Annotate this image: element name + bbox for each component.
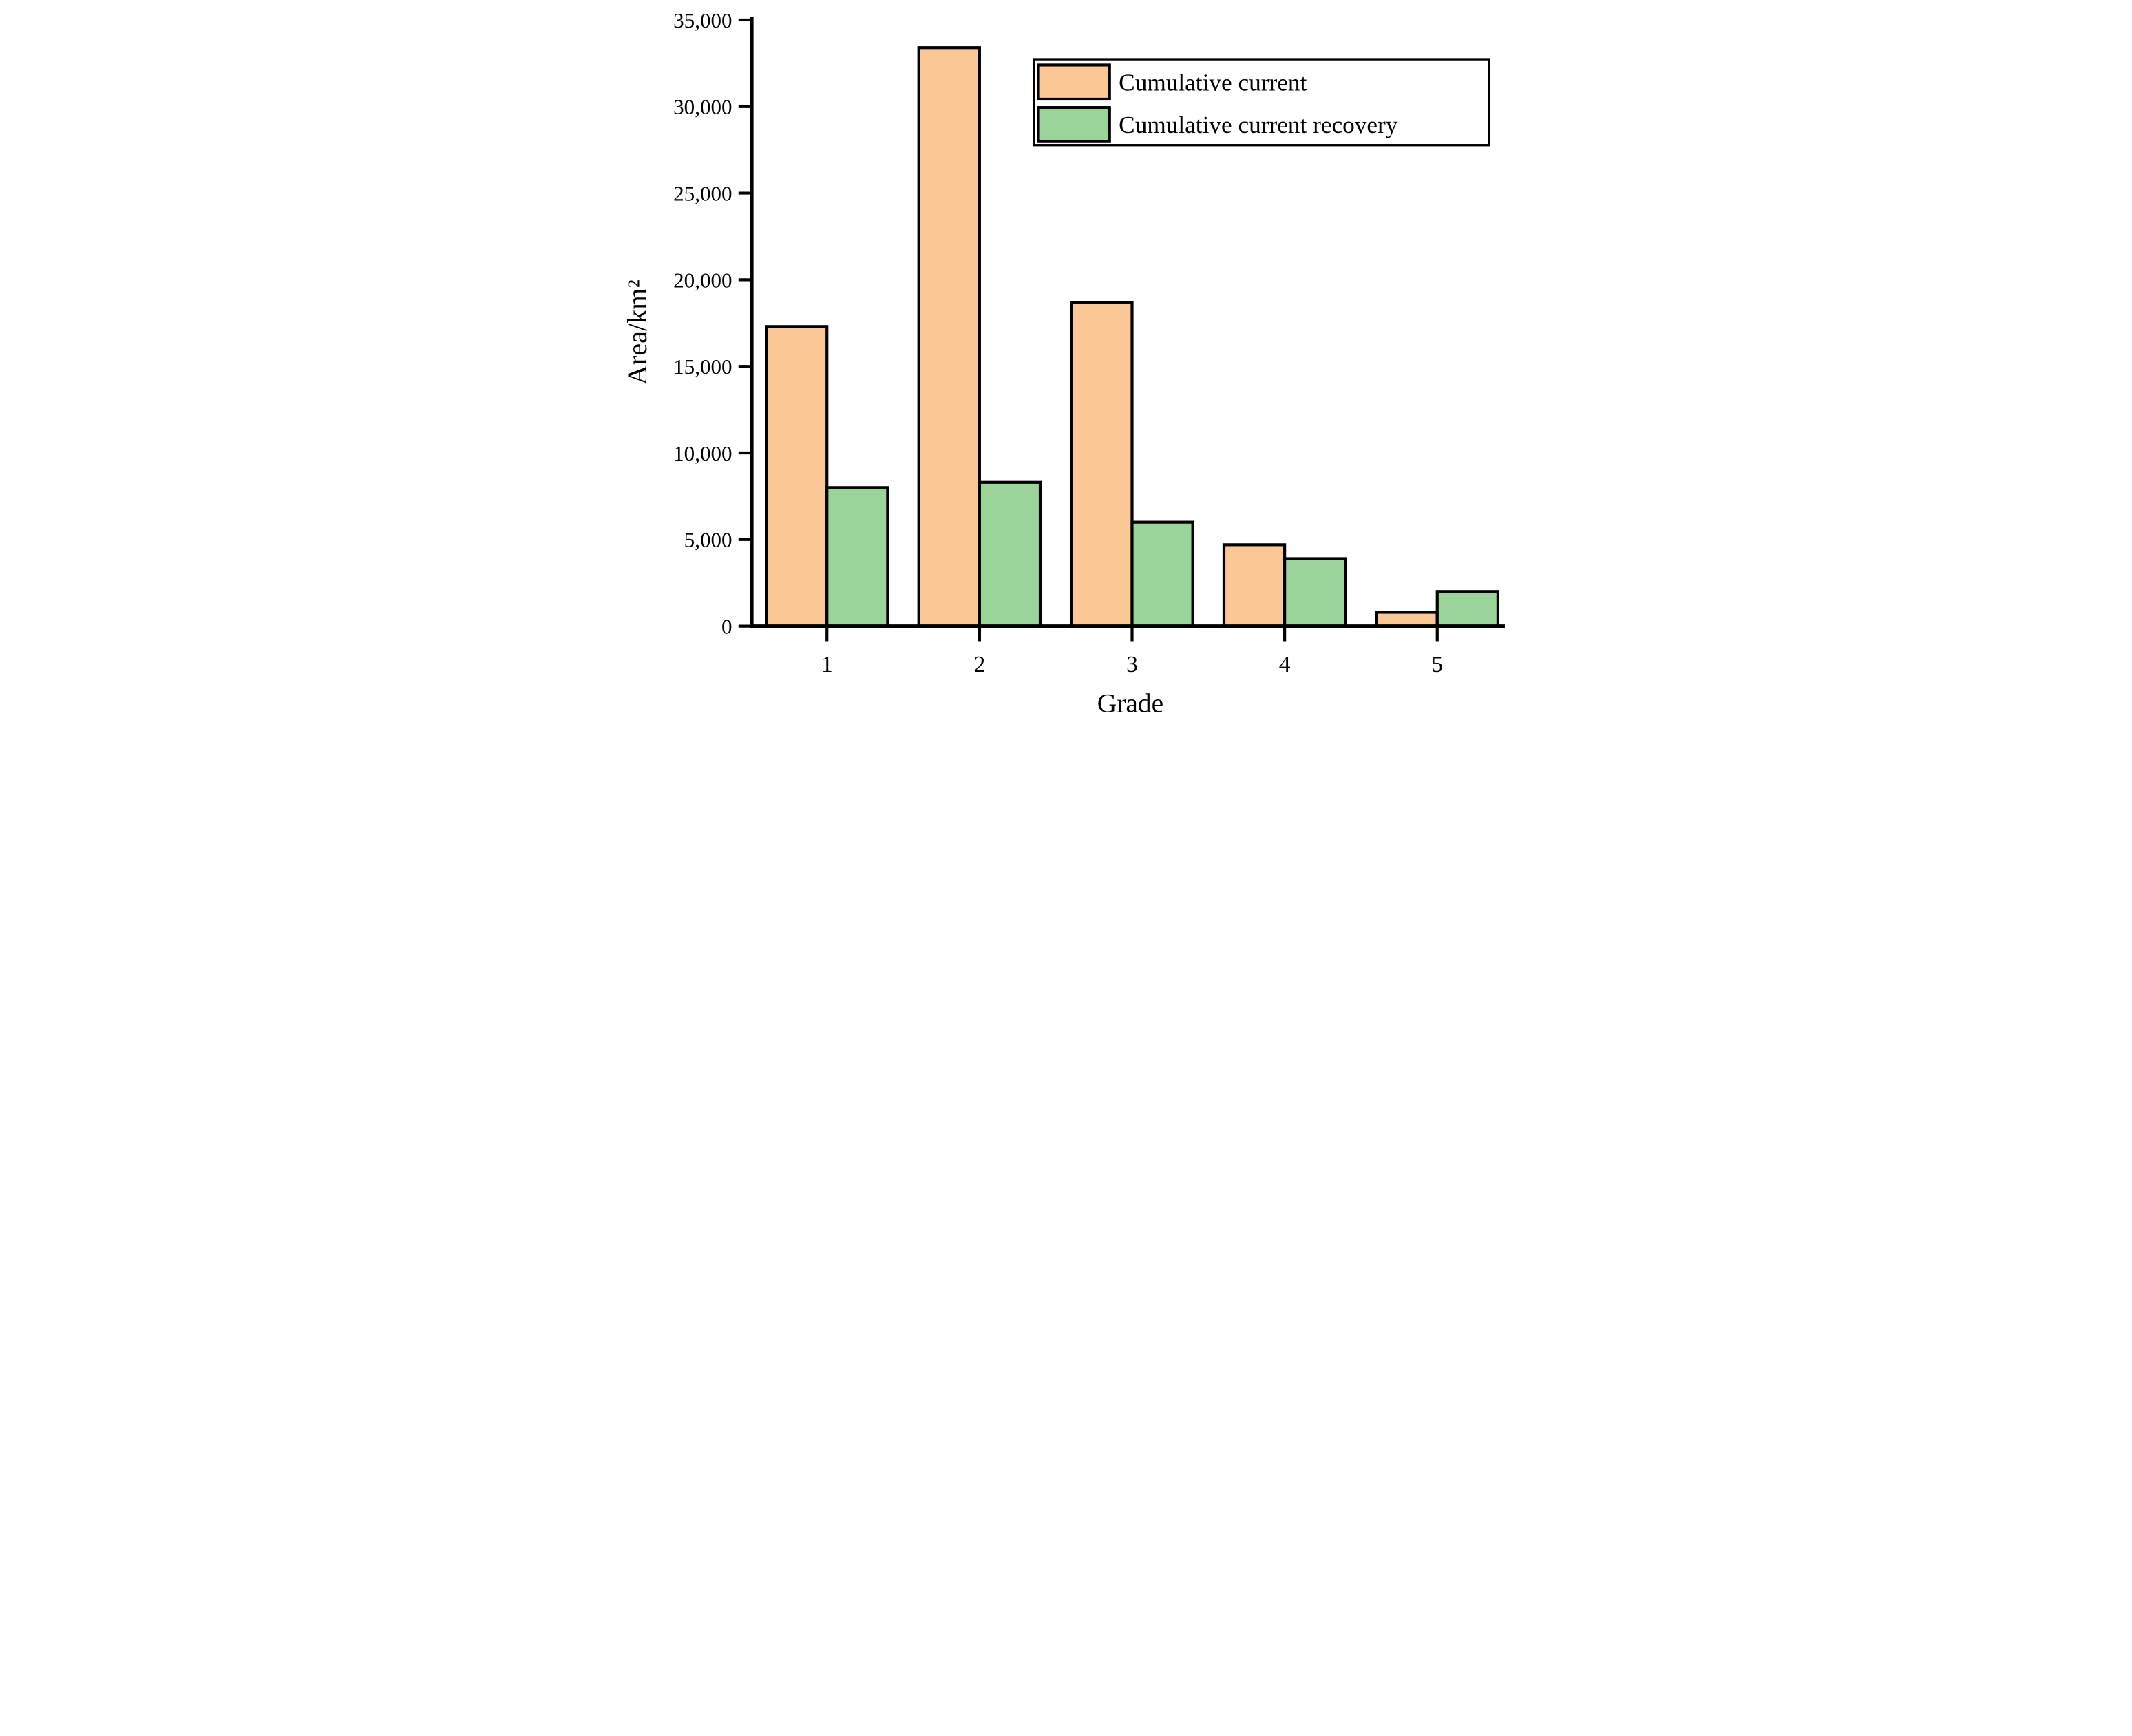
x-axis-title: Grade <box>1097 688 1163 719</box>
legend-label-recovery: Cumulative current recovery <box>1119 112 1398 138</box>
bar-current-grade-3 <box>1069 300 1134 628</box>
legend-swatch-recovery <box>1036 106 1111 143</box>
y-tick-label-25000: 25,000 <box>673 181 732 205</box>
bar-chart-figure: 0 5,000 10,000 15,000 20,000 25,000 30,000 35,0… <box>618 0 1514 729</box>
y-axis-title: Area/km² <box>621 279 652 385</box>
y-tick-label-30000: 30,000 <box>673 95 732 119</box>
legend-label-current: Cumulative current <box>1119 69 1307 96</box>
y-tick-label-35000: 35,000 <box>673 8 732 32</box>
bar-recovery-grade-2 <box>978 480 1042 628</box>
bar-current-grade-5 <box>1375 611 1439 628</box>
y-tick-label-5000: 5,000 <box>684 528 732 552</box>
x-tick-label-4: 4 <box>1278 652 1290 677</box>
x-tick-label-1: 1 <box>821 652 832 677</box>
y-tick-label-15000: 15,000 <box>673 354 732 379</box>
chart-canvas: 0 5,000 10,000 15,000 20,000 25,000 30,000 35,0… <box>618 0 1514 729</box>
y-tick-label-10000: 10,000 <box>673 441 732 465</box>
bar-current-grade-4 <box>1222 543 1286 628</box>
x-tick-label-3: 3 <box>1126 652 1138 677</box>
bar-current-grade-2 <box>917 46 981 628</box>
bar-recovery-grade-4 <box>1283 557 1347 628</box>
bar-recovery-grade-3 <box>1130 520 1194 628</box>
bar-recovery-grade-5 <box>1435 590 1499 628</box>
y-tick-label-0: 0 <box>721 615 732 639</box>
legend-swatch-current <box>1036 63 1111 101</box>
y-tick-label-20000: 20,000 <box>673 268 732 292</box>
bar-recovery-grade-1 <box>825 486 889 628</box>
x-tick-label-2: 2 <box>973 652 985 677</box>
x-tick-label-5: 5 <box>1431 652 1443 677</box>
bar-current-grade-1 <box>764 325 828 628</box>
